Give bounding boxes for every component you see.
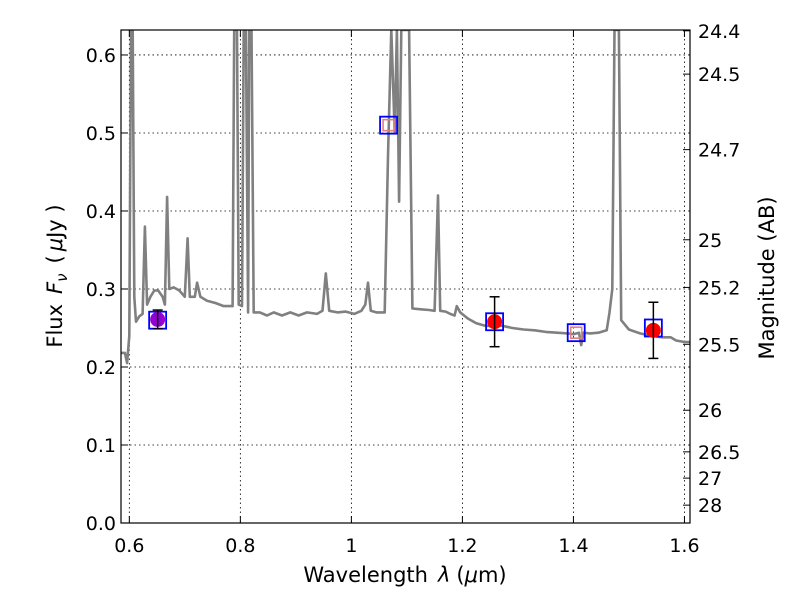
y2-tick-label: 24.5 bbox=[698, 64, 740, 86]
x-tick-label: 1.2 bbox=[447, 535, 477, 557]
plot-frame bbox=[120, 29, 691, 524]
y-tick-label: 0.1 bbox=[86, 435, 116, 457]
x-tick-label: 0.6 bbox=[114, 535, 144, 557]
model-box-marker bbox=[566, 323, 586, 343]
x-tick-label: 1 bbox=[345, 535, 357, 557]
y-axis-title: FluxFν(μJy ) bbox=[43, 204, 71, 347]
y-tick-label: 0.4 bbox=[86, 201, 116, 223]
x-tick-label: 1.6 bbox=[669, 535, 699, 557]
y-tick-label: 0.3 bbox=[86, 279, 116, 301]
y2-tick-label: 28 bbox=[698, 495, 722, 517]
plot-area bbox=[121, 30, 690, 523]
model-spectrum-line bbox=[121, 30, 690, 365]
y2-tick-label: 26.5 bbox=[698, 442, 740, 464]
y2-tick-label: 26 bbox=[698, 400, 722, 422]
y-tick-label: 0.5 bbox=[86, 123, 116, 145]
y2-tick-label: 25 bbox=[698, 230, 722, 252]
y2-tick-label: 24.7 bbox=[698, 140, 740, 162]
series-layer bbox=[121, 30, 690, 365]
upper-limit-marker bbox=[569, 326, 583, 339]
upper-limit-marker bbox=[382, 118, 395, 132]
tick-marks bbox=[121, 30, 690, 524]
x-axis-title: Wavelength λ (μm) bbox=[303, 563, 506, 587]
y2-tick-label: 25.5 bbox=[698, 334, 740, 356]
y-tick-label: 0.2 bbox=[86, 357, 116, 379]
model-box-marker bbox=[379, 115, 398, 135]
tick-labels: 0.6 0.8 1 1.2 1.4 1.6 0.0 0.1 0.2 0.3 0.4 0.5 0.6 24.… bbox=[86, 21, 741, 557]
y-tick-label: 0.6 bbox=[86, 45, 116, 67]
y-tick-label: 0.0 bbox=[86, 513, 116, 535]
x-tick-label: 1.4 bbox=[558, 535, 588, 557]
x-tick-label: 0.8 bbox=[225, 535, 255, 557]
y2-tick-label: 25.2 bbox=[698, 277, 740, 299]
y2-tick-label: 24.4 bbox=[698, 21, 740, 43]
y2-axis-title: Magnitude (AB) bbox=[755, 196, 779, 359]
y2-tick-label: 27 bbox=[698, 468, 722, 490]
